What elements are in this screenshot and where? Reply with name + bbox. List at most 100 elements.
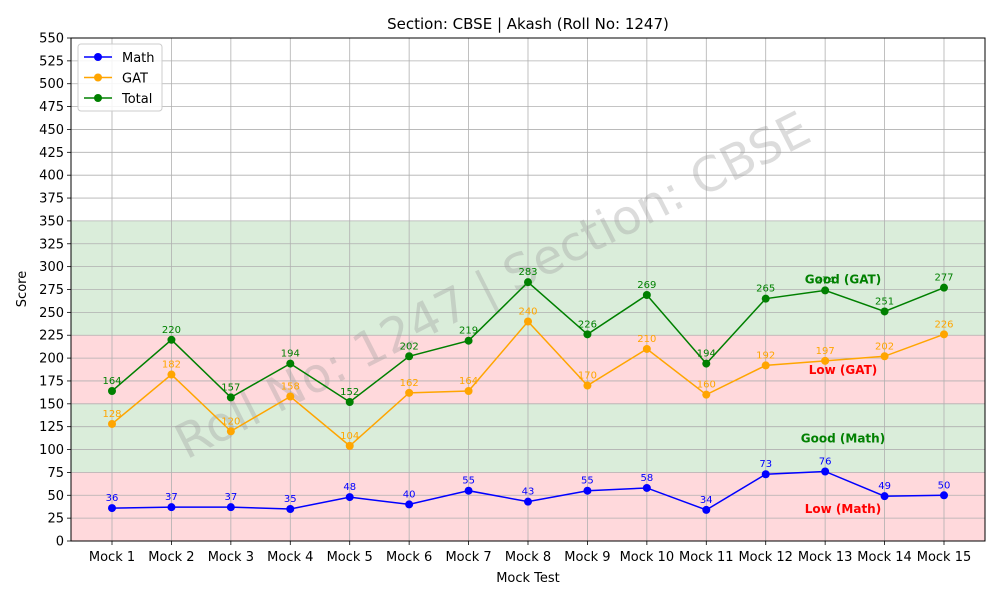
data-label-math: 35 (284, 494, 297, 505)
data-label-math: 40 (403, 489, 416, 500)
point-gat (226, 427, 235, 436)
y-tick-label: 425 (39, 146, 64, 161)
point-total (761, 294, 770, 303)
y-tick-label: 25 (47, 512, 64, 527)
y-tick-label: 500 (39, 77, 64, 92)
y-tick-label: 475 (39, 100, 64, 115)
point-total (345, 397, 354, 406)
series-lines (108, 278, 948, 514)
legend-marker-gat (94, 73, 102, 82)
data-label-gat: 182 (162, 360, 181, 371)
point-math (226, 503, 235, 512)
y-tick-label: 175 (39, 374, 64, 389)
point-math (642, 483, 651, 492)
data-label-math: 55 (581, 476, 594, 487)
data-label-gat: 120 (221, 416, 240, 427)
point-total (167, 335, 176, 344)
y-tick-label: 225 (39, 329, 64, 344)
y-tick-label: 550 (39, 32, 64, 47)
point-math (345, 493, 354, 502)
data-label-math: 37 (165, 492, 178, 503)
data-label-gat: 162 (400, 378, 419, 389)
point-math (880, 492, 889, 501)
data-label-gat: 226 (934, 319, 953, 330)
data-label-gat: 240 (518, 307, 537, 318)
data-label-math: 55 (462, 476, 475, 487)
y-tick-label: 400 (39, 169, 64, 184)
y-tick-label: 300 (39, 260, 64, 275)
point-gat (524, 317, 532, 326)
data-label-total: 219 (459, 326, 478, 337)
y-tick-label: 50 (47, 489, 64, 504)
y-tick-label: 75 (47, 466, 64, 481)
data-label-gat: 128 (102, 409, 121, 420)
band-label: Low (GAT) (809, 363, 878, 377)
point-gat (880, 352, 889, 361)
y-tick-label: 525 (39, 54, 64, 69)
data-label-total: 226 (578, 319, 597, 330)
point-math (286, 504, 295, 513)
y-tick-label: 200 (39, 352, 64, 367)
x-tick-label: Mock 7 (445, 550, 491, 565)
data-label-gat: 202 (875, 341, 894, 352)
chart-title: Section: CBSE | Akash (Roll No: 1247) (387, 15, 669, 33)
data-label-total: 283 (518, 267, 537, 278)
point-math (464, 486, 473, 495)
data-label-gat: 164 (459, 376, 478, 387)
data-label-gat: 170 (578, 371, 597, 382)
data-label-math: 49 (878, 481, 891, 492)
data-label-gat: 197 (816, 346, 835, 357)
data-labels: 36 37 37 35 48 40 55 43 55 58 34 73 76 49 50 128 182 120 1… (102, 267, 953, 506)
x-tick-label: Mock 6 (386, 550, 432, 565)
point-total (821, 286, 830, 295)
point-math (167, 503, 176, 512)
point-math (761, 470, 770, 479)
point-total (286, 359, 295, 368)
point-gat (821, 356, 830, 365)
point-total (940, 283, 948, 292)
x-tick-label: Mock 13 (798, 550, 853, 565)
point-total (464, 336, 473, 345)
band-label: Good (GAT) (805, 272, 881, 286)
x-tick-label: Mock 9 (564, 550, 610, 565)
x-axis-label: Mock Test (496, 571, 560, 586)
data-label-gat: 158 (281, 382, 300, 393)
x-axis-ticks: Mock 1 Mock 2 Mock 3 Mock 4 Mock 5 Mock 6 Mock… (89, 541, 971, 565)
point-math (583, 486, 592, 495)
y-tick-label: 0 (56, 535, 64, 550)
point-math (524, 497, 532, 506)
point-math (108, 504, 116, 513)
x-tick-label: Mock 3 (208, 550, 254, 565)
point-math (702, 505, 711, 514)
data-label-total: 274 (816, 275, 835, 286)
x-tick-label: Mock 15 (917, 550, 972, 565)
x-tick-label: Mock 8 (505, 550, 551, 565)
y-tick-label: 325 (39, 237, 64, 252)
point-gat (642, 344, 651, 353)
point-total (226, 393, 235, 402)
y-axis-ticks: 0 25 50 75 100 125 150 175 200 225 250 275 300 325 350… (39, 32, 71, 550)
point-total (642, 290, 651, 299)
data-label-total: 251 (875, 296, 894, 307)
data-label-math: 43 (522, 487, 535, 498)
y-tick-label: 375 (39, 192, 64, 207)
data-label-total: 152 (340, 387, 359, 398)
x-tick-label: Mock 1 (89, 550, 135, 565)
data-label-math: 34 (700, 495, 713, 506)
data-label-gat: 104 (340, 431, 359, 442)
y-tick-label: 125 (39, 420, 64, 435)
point-gat (583, 381, 592, 390)
x-tick-label: Mock 2 (148, 550, 194, 565)
point-gat (940, 330, 948, 339)
data-label-math: 48 (343, 482, 356, 493)
point-gat (464, 387, 473, 396)
data-label-total: 220 (162, 325, 181, 336)
point-gat (286, 392, 295, 401)
data-label-math: 73 (759, 459, 772, 470)
y-tick-label: 275 (39, 283, 64, 298)
point-math (940, 491, 948, 500)
data-label-gat: 210 (637, 334, 656, 345)
legend: Math GAT Total (77, 43, 163, 112)
data-label-total: 277 (934, 273, 953, 284)
